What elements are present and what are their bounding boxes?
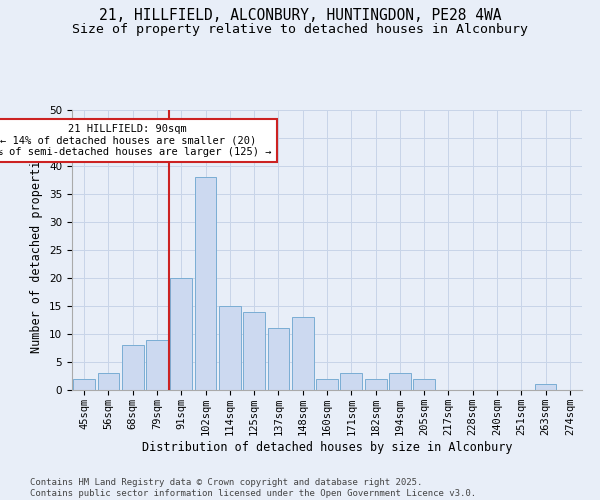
Y-axis label: Number of detached properties: Number of detached properties xyxy=(31,146,43,354)
Text: Contains HM Land Registry data © Crown copyright and database right 2025.
Contai: Contains HM Land Registry data © Crown c… xyxy=(30,478,476,498)
X-axis label: Distribution of detached houses by size in Alconbury: Distribution of detached houses by size … xyxy=(142,440,512,454)
Bar xyxy=(340,373,362,390)
Bar xyxy=(268,328,289,390)
Bar xyxy=(97,373,119,390)
Bar xyxy=(316,379,338,390)
Bar xyxy=(535,384,556,390)
Bar xyxy=(194,177,217,390)
Bar xyxy=(73,379,95,390)
Text: Size of property relative to detached houses in Alconbury: Size of property relative to detached ho… xyxy=(72,22,528,36)
Bar xyxy=(389,373,411,390)
Text: 21, HILLFIELD, ALCONBURY, HUNTINGDON, PE28 4WA: 21, HILLFIELD, ALCONBURY, HUNTINGDON, PE… xyxy=(99,8,501,22)
Bar xyxy=(243,312,265,390)
Text: 21 HILLFIELD: 90sqm
← 14% of detached houses are smaller (20)
86% of semi-detach: 21 HILLFIELD: 90sqm ← 14% of detached ho… xyxy=(0,124,272,157)
Bar xyxy=(146,340,168,390)
Bar xyxy=(122,345,143,390)
Bar xyxy=(292,317,314,390)
Bar xyxy=(413,379,435,390)
Bar xyxy=(219,306,241,390)
Bar xyxy=(365,379,386,390)
Bar xyxy=(170,278,192,390)
